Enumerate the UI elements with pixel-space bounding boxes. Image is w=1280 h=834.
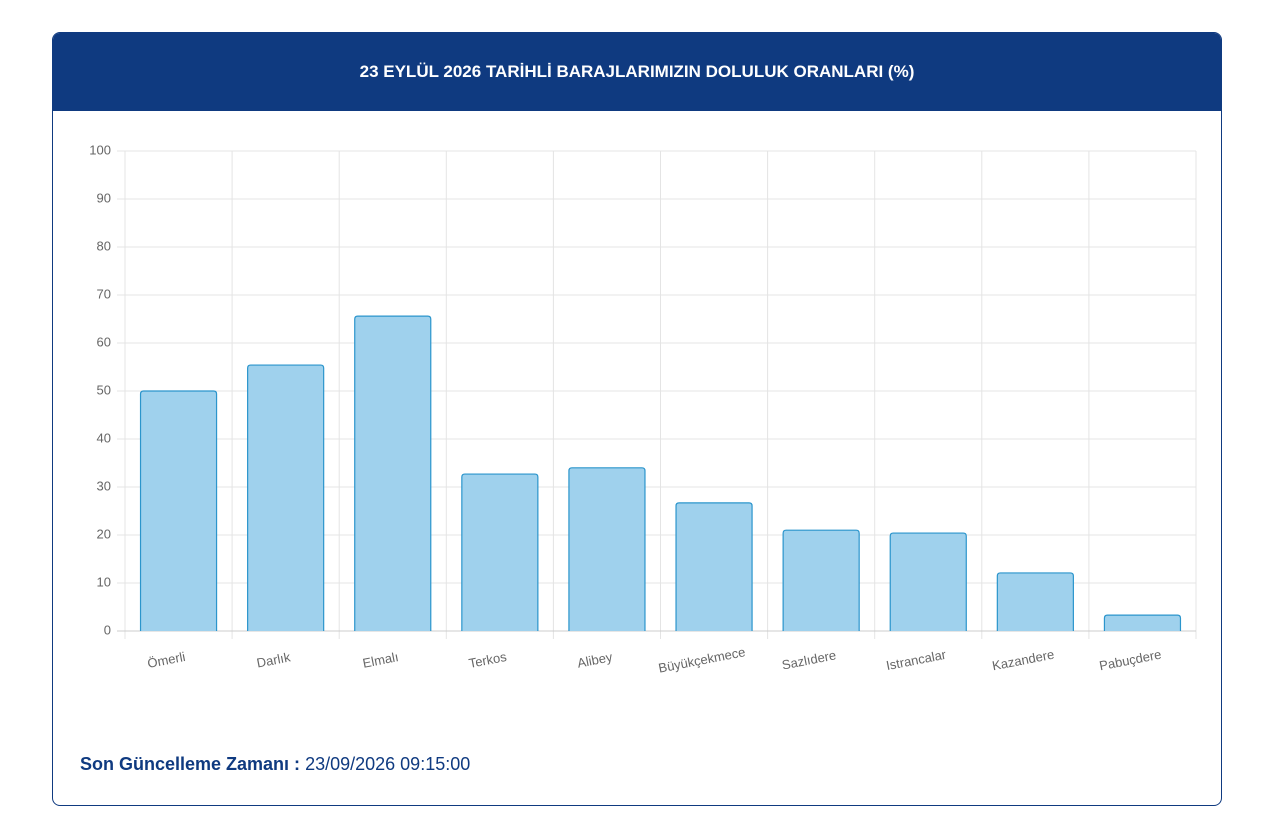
bar — [782, 529, 860, 631]
chart-title: 23 EYLÜL 2026 TARİHLİ BARAJLARIMIZIN DOL… — [359, 62, 915, 81]
bar — [675, 502, 753, 631]
x-tick-label: Terkos — [467, 649, 508, 671]
bar — [996, 572, 1074, 631]
y-tick-label: 50 — [97, 382, 111, 397]
y-tick-label: 70 — [97, 286, 111, 301]
bar — [354, 315, 432, 631]
y-tick-label: 100 — [89, 142, 111, 157]
y-tick-label: 40 — [97, 430, 111, 445]
bar — [461, 473, 539, 631]
y-tick-label: 0 — [104, 622, 111, 637]
y-tick-label: 90 — [97, 190, 111, 205]
y-tick-label: 80 — [97, 238, 111, 253]
bar — [247, 364, 325, 631]
y-tick-label: 20 — [97, 526, 111, 541]
bar — [139, 390, 218, 631]
x-tick-label: Darlık — [255, 649, 292, 670]
footer-label: Son Güncelleme Zamanı : — [80, 754, 301, 774]
footer-value: 23/09/2026 09:15:00 — [305, 754, 471, 774]
y-tick-label: 60 — [97, 334, 111, 349]
bar — [1103, 614, 1182, 631]
y-tick-label: 10 — [97, 574, 111, 589]
x-tick-label: Kazandere — [991, 647, 1056, 674]
x-tick-label: Istrancalar — [885, 647, 948, 673]
bar — [889, 532, 967, 631]
chart-header: 23 EYLÜL 2026 TARİHLİ BARAJLARIMIZIN DOL… — [53, 33, 1221, 111]
y-tick-label: 30 — [97, 478, 111, 493]
footer: Son Güncelleme Zamanı : 23/09/2026 09:15… — [80, 754, 470, 775]
x-tick-label: Büyükçekmece — [657, 644, 746, 676]
chart-card: 23 EYLÜL 2026 TARİHLİ BARAJLARIMIZIN DOL… — [52, 32, 1222, 806]
x-tick-label: Sazlıdere — [781, 647, 838, 672]
x-tick-label: Ömerli — [146, 649, 187, 671]
bar — [568, 467, 646, 631]
x-tick-label: Elmalı — [361, 649, 399, 671]
x-tick-label: Pabuçdere — [1098, 647, 1163, 674]
x-tick-label: Alibey — [576, 649, 614, 671]
